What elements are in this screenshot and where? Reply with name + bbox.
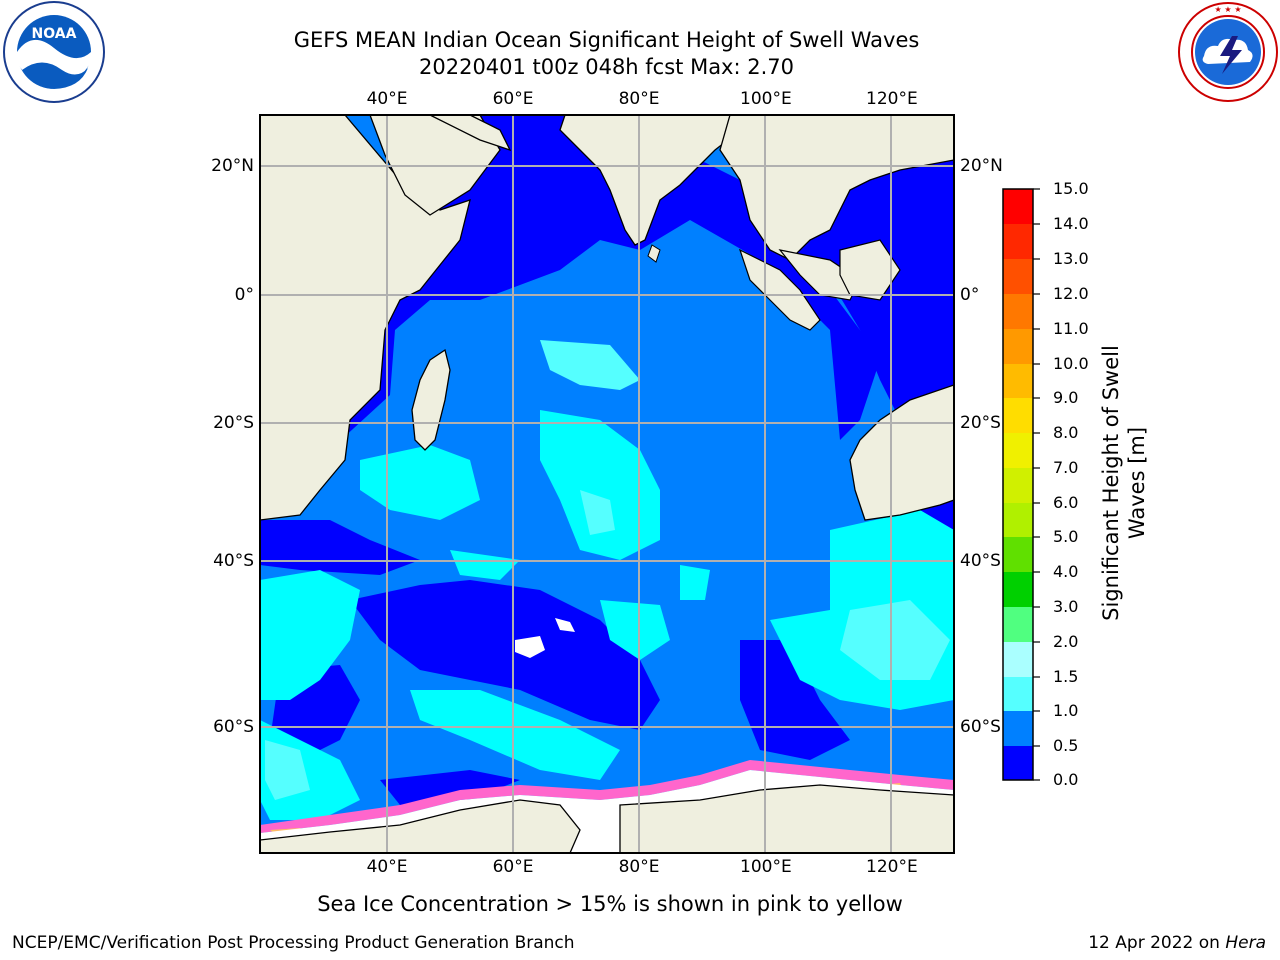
lon-label-top: 80°E — [618, 89, 660, 109]
colorbar-swatch — [1003, 364, 1033, 398]
colorbar-tick-label: 3.0 — [1053, 597, 1079, 616]
colorbar-swatch — [1003, 294, 1033, 329]
kerguelen-island — [515, 636, 545, 658]
colorbar-tick-label: 6.0 — [1053, 493, 1079, 512]
lon-label-bottom: 80°E — [618, 857, 660, 877]
colorbar-swatch — [1003, 572, 1033, 607]
lat-label-right: 20°S — [960, 413, 1001, 433]
lon-label-bottom: 60°E — [492, 857, 534, 877]
colorbar-swatch — [1003, 746, 1033, 780]
lat-label-right: 20°N — [960, 156, 1003, 176]
colorbar-swatch — [1003, 189, 1033, 224]
colorbar-swatch — [1003, 329, 1033, 364]
map-area — [260, 115, 954, 853]
land-sumatra — [738, 248, 821, 331]
colorbar-swatch — [1003, 224, 1033, 259]
colorbar-label: Significant Height of Swell Waves [m] — [1099, 345, 1149, 621]
colorbar-tick-label: 7.0 — [1053, 458, 1079, 477]
colorbar-tick-label: 13.0 — [1053, 249, 1089, 268]
noaa-logo: NOAA — [3, 1, 105, 103]
lat-label-left: 40°S — [213, 551, 254, 571]
colorbar-tick-label: 1.5 — [1053, 667, 1079, 686]
nws-logo: ★ ★ ★ — [1178, 2, 1278, 102]
chart-subtitle-forecast: 20220401 t00z 048h fcst Max: 2.70 — [419, 55, 794, 79]
lat-label-left: 20°N — [211, 156, 254, 176]
colorbar-tick-label: 5.0 — [1053, 527, 1079, 546]
land-madagascar — [411, 348, 451, 451]
chart-title: GEFS MEAN Indian Ocean Significant Heigh… — [293, 28, 920, 52]
colorbar-tick-label: 10.0 — [1053, 354, 1089, 373]
footer-date: 12 Apr 2022 on Hera — [1088, 932, 1266, 954]
colorbar-frame — [1002, 188, 1034, 781]
colorbar-tick-label: 0.0 — [1053, 770, 1079, 789]
map-frame — [259, 114, 955, 854]
lat-label-right: 0° — [960, 285, 980, 305]
colorbar-swatch — [1003, 642, 1033, 677]
lon-label-top: 60°E — [492, 89, 534, 109]
colorbar — [1003, 188, 1040, 781]
land-borneo — [839, 239, 901, 301]
sea-ice-note: Sea Ice Concentration > 15% is shown in … — [317, 892, 903, 916]
colorbar-swatch — [1003, 433, 1033, 468]
footer-host: Hera — [1225, 933, 1266, 953]
land-antarctica-east — [619, 784, 954, 853]
colorbar-tick-label: 8.0 — [1053, 423, 1079, 442]
sea-ice-edge — [260, 760, 954, 833]
colorbar-tick-label: 15.0 — [1053, 179, 1089, 198]
colorbar-tick-label: 2.0 — [1053, 632, 1079, 651]
lon-label-top: 100°E — [740, 89, 792, 109]
lon-label-bottom: 40°E — [366, 857, 408, 877]
swell-zone-madagascar-south — [360, 445, 480, 520]
lat-label-right: 60°S — [960, 717, 1001, 737]
lon-label-top: 120°E — [866, 89, 918, 109]
colorbar-tick-label: 14.0 — [1053, 214, 1089, 233]
land-antarctica-west — [260, 799, 581, 853]
swell-zone-sw-cyan — [260, 570, 360, 700]
noaa-logo-text: NOAA — [32, 26, 77, 42]
lat-label-left: 60°S — [213, 717, 254, 737]
land-southeast-asia — [719, 115, 954, 261]
colorbar-swatch — [1003, 503, 1033, 537]
swell-zone-light-north — [540, 340, 640, 390]
swell-zone-central — [540, 410, 660, 560]
colorbar-tick-label: 4.0 — [1053, 562, 1079, 581]
colorbar-swatch — [1003, 468, 1033, 503]
svg-text:★ ★ ★: ★ ★ ★ — [1214, 5, 1241, 14]
colorbar-tick-label: 0.5 — [1053, 736, 1079, 755]
lat-label-left: 0° — [234, 285, 254, 305]
colorbar-tick-label: 12.0 — [1053, 284, 1089, 303]
lon-label-bottom: 100°E — [740, 857, 792, 877]
footer-credit: NCEP/EMC/Verification Post Processing Pr… — [12, 933, 575, 953]
lat-label-right: 40°S — [960, 551, 1001, 571]
footer-date-text: 12 Apr 2022 on — [1088, 933, 1226, 953]
colorbar-swatch — [1003, 537, 1033, 572]
lat-label-left: 20°S — [213, 413, 254, 433]
low-swell-zone-south-central — [350, 580, 660, 730]
lon-label-top: 40°E — [366, 89, 408, 109]
swell-zone-south-band — [410, 690, 620, 780]
colorbar-swatch — [1003, 607, 1033, 642]
colorbar-swatch — [1003, 398, 1033, 433]
low-swell-zone-south-east — [740, 640, 850, 760]
colorbar-swatch — [1003, 711, 1033, 746]
graticule — [260, 115, 954, 853]
colorbar-tick-label: 1.0 — [1053, 701, 1079, 720]
colorbar-swatch — [1003, 259, 1033, 294]
colorbar-tick-label: 9.0 — [1053, 388, 1079, 407]
lon-label-bottom: 120°E — [866, 857, 918, 877]
colorbar-swatch — [1003, 677, 1033, 711]
colorbar-tick-label: 11.0 — [1053, 319, 1089, 338]
